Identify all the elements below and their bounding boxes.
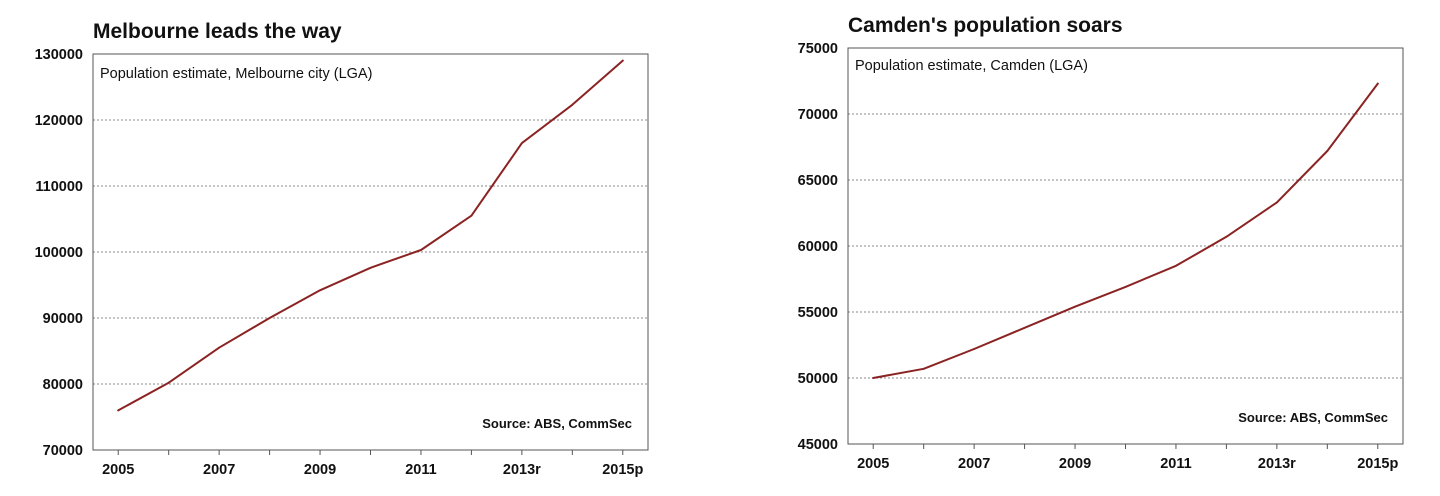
data-point	[872, 377, 875, 379]
data-point	[1376, 82, 1379, 85]
x-tick-label: 2011	[405, 462, 436, 478]
y-tick-label: 80000	[43, 377, 83, 393]
melbourne-chart: Melbourne leads the way 70000 80000 90000 1…	[35, 20, 649, 478]
y-tick-label: 65000	[798, 173, 838, 189]
x-tick-label: 2009	[1059, 456, 1091, 472]
y-tick-label: 45000	[798, 437, 838, 453]
x-tick-label: 2015p	[1357, 456, 1398, 472]
chart-annotation: Population estimate, Melbourne city (LGA…	[100, 66, 372, 82]
camden-chart: Camden's population soars 45000 50000 5500…	[798, 14, 1404, 472]
data-point	[167, 381, 170, 384]
source-note: Source: ABS, CommSec	[482, 416, 632, 431]
data-point	[1023, 326, 1026, 329]
chart-title: Camden's population soars	[848, 14, 1123, 37]
chart-annotation: Population estimate, Camden (LGA)	[855, 58, 1088, 74]
y-tick-label: 60000	[798, 239, 838, 255]
data-point	[470, 214, 473, 217]
data-point	[319, 289, 321, 292]
data-point	[1074, 305, 1076, 308]
y-tick-label: 70000	[798, 107, 838, 123]
data-point	[1124, 286, 1127, 288]
series-line	[872, 82, 1379, 379]
data-point	[1326, 150, 1329, 152]
data-point	[1175, 264, 1177, 267]
data-point	[218, 346, 221, 349]
y-tick-label: 90000	[43, 311, 83, 327]
x-tick-label: 2015p	[602, 462, 643, 478]
x-tick-label: 2005	[857, 456, 889, 472]
data-point	[922, 367, 925, 370]
y-tick-label: 55000	[798, 305, 838, 321]
y-tick-label: 100000	[35, 245, 83, 261]
data-point	[571, 103, 574, 106]
data-point	[369, 266, 372, 269]
x-tick-label: 2011	[1160, 456, 1191, 472]
x-tick-label: 2007	[958, 456, 990, 472]
series-line	[117, 59, 624, 412]
data-point	[621, 59, 624, 62]
data-point	[268, 317, 271, 319]
chart-title: Melbourne leads the way	[93, 20, 342, 43]
x-tick-label: 2007	[203, 462, 235, 478]
source-note: Source: ABS, CommSec	[1238, 410, 1388, 425]
y-tick-label: 110000	[35, 179, 83, 195]
x-tick-label: 2009	[304, 462, 336, 478]
data-point	[520, 142, 523, 145]
y-tick-label: 120000	[35, 113, 83, 129]
data-point	[1275, 201, 1278, 204]
data-point	[973, 348, 976, 350]
y-tick-label: 130000	[35, 47, 83, 63]
data-point	[1225, 235, 1228, 238]
y-tick-label: 50000	[798, 371, 838, 387]
data-point	[117, 409, 120, 412]
data-point	[420, 249, 422, 251]
x-tick-label: 2005	[102, 462, 134, 478]
y-tick-label: 70000	[43, 443, 83, 459]
y-tick-label: 75000	[798, 41, 838, 57]
x-tick-label: 2013r	[1258, 456, 1296, 472]
x-tick-label: 2013r	[503, 462, 541, 478]
